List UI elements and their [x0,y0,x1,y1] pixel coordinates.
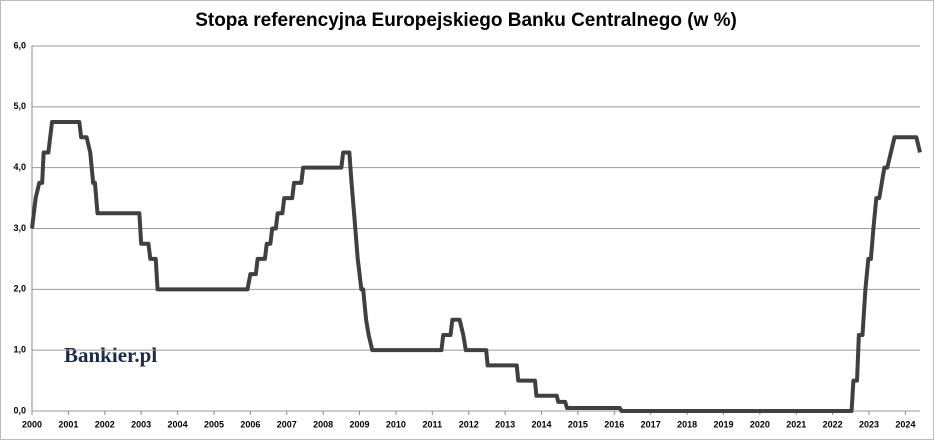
x-tick-label: 2010 [386,419,406,429]
y-tick-label: 5,0 [13,101,26,111]
x-tick-label: 2000 [22,419,42,429]
x-tick-label: 2005 [204,419,224,429]
x-tick-label: 2024 [895,419,915,429]
x-tick-label: 2004 [168,419,188,429]
y-tick-label: 3,0 [13,223,26,233]
rate-line [30,120,922,413]
y-tick-label: 0,0 [13,405,26,415]
x-tick-label: 2022 [823,419,843,429]
x-tick-label: 2020 [750,419,770,429]
x-tick-label: 2003 [131,419,151,429]
x-tick-label: 2011 [423,419,443,429]
x-tick-label: 2013 [495,419,515,429]
x-tick-label: 2017 [641,419,661,429]
y-tick-label: 1,0 [13,345,26,355]
chart-title: Stopa referencyjna Europejskiego Banku C… [195,10,737,31]
x-tick-label: 2015 [568,419,588,429]
x-tick-label: 2012 [459,419,479,429]
y-tick-label: 4,0 [13,162,26,172]
x-tick-label: 2016 [604,419,624,429]
x-tick-label: 2023 [859,419,879,429]
x-tick-label: 2019 [713,419,733,429]
x-tick-label: 2006 [240,419,260,429]
x-tick-label: 2008 [313,419,333,429]
x-tick-label: 2014 [531,419,551,429]
x-tick-label: 2018 [677,419,697,429]
x-tick-label: 2021 [786,419,806,429]
x-tick-label: 2007 [277,419,297,429]
x-tick-label: 2001 [58,419,78,429]
x-tick-label: 2002 [95,419,115,429]
brand-logo: Bankier.pl [64,343,157,367]
x-tick-label: 2009 [350,419,370,429]
y-tick-label: 6,0 [13,40,26,50]
y-tick-label: 2,0 [13,284,26,294]
